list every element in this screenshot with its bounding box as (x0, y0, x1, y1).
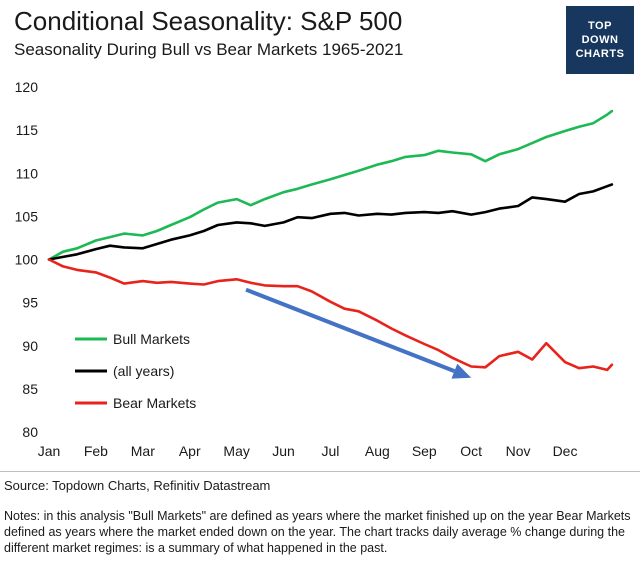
y-tick-label: 80 (22, 424, 38, 440)
y-tick-label: 95 (22, 295, 38, 311)
brand-logo: TOP DOWN CHARTS (566, 6, 634, 74)
x-tick-label: Sep (412, 443, 437, 459)
legend-label: Bull Markets (113, 331, 190, 347)
x-tick-label: Jun (272, 443, 295, 459)
x-tick-label: Jul (322, 443, 340, 459)
x-axis-ticks: Jan Feb Mar Apr May Jun Jul Aug Sep Oct Nov Dec (38, 443, 578, 459)
y-tick-label: 90 (22, 338, 38, 354)
x-tick-label: Feb (84, 443, 108, 459)
series-line-1 (47, 183, 614, 261)
x-tick-label: Oct (460, 443, 482, 459)
y-tick-label: 120 (15, 79, 39, 95)
y-tick-label: 105 (15, 208, 39, 224)
x-tick-label: Nov (506, 443, 531, 459)
logo-line-charts: CHARTS (575, 48, 625, 60)
notes-text: Notes: in this analysis "Bull Markets" a… (4, 509, 631, 555)
logo-line-top: TOP (588, 20, 612, 32)
footer-divider (0, 471, 640, 472)
series-line-0 (47, 109, 614, 261)
arrow-shaft (245, 287, 456, 373)
y-tick-label: 115 (16, 122, 39, 138)
page-title: Conditional Seasonality: S&P 500 (14, 6, 403, 36)
series-line-2 (47, 258, 614, 372)
x-tick-label: Aug (365, 443, 390, 459)
x-tick-label: Mar (131, 443, 155, 459)
x-tick-label: Jan (38, 443, 61, 459)
chart-series (47, 109, 614, 372)
source-note: Source: Topdown Charts, Refinitiv Datast… (4, 478, 271, 493)
page-subtitle: Seasonality During Bull vs Bear Markets … (14, 40, 404, 59)
legend-label: (all years) (113, 363, 174, 379)
legend-label: Bear Markets (113, 395, 196, 411)
x-tick-label: May (223, 443, 249, 459)
chart-legend: Bull Markets (all years) Bear Markets (75, 331, 196, 411)
y-axis-ticks: 80 85 90 95 100 105 110 115 120 (15, 79, 39, 440)
y-tick-label: 85 (22, 381, 38, 397)
y-tick-label: 100 (15, 252, 39, 268)
x-tick-label: Dec (553, 443, 578, 459)
arrow-head (451, 363, 472, 379)
logo-line-down: DOWN (581, 34, 619, 46)
trend-arrow (245, 287, 472, 379)
y-tick-label: 110 (16, 165, 39, 181)
x-tick-label: Apr (179, 443, 201, 459)
